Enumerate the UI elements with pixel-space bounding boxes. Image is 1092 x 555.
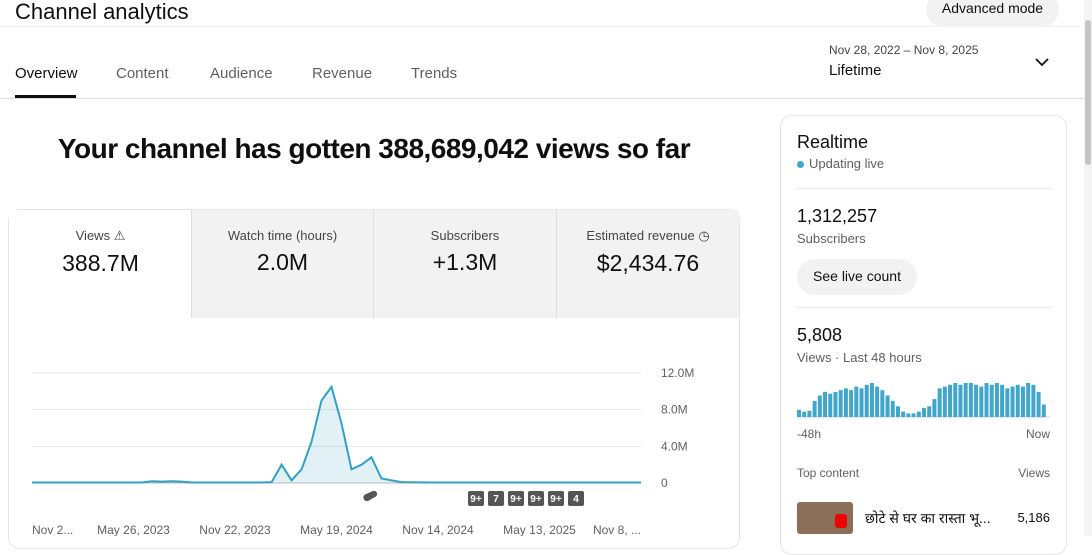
page-title: Channel analytics: [15, 0, 189, 24]
tab[interactable]: Overview: [15, 65, 78, 82]
metric-label: Views: [75, 228, 111, 243]
metric-value: +1.3M: [432, 249, 498, 275]
scrollbar: [1084, 0, 1092, 536]
metric[interactable]: Estimated revenue ◷ $2,434.76: [557, 210, 739, 318]
metric[interactable]: Views ⚠ 388.7M: [9, 210, 192, 318]
metric[interactable]: Subscribers +1.3M: [374, 210, 557, 318]
divider: [797, 188, 1051, 189]
metric-label: Estimated revenue: [586, 228, 695, 243]
divider: [0, 26, 1084, 27]
metric-value: $2,434.76: [596, 250, 700, 276]
top-content-label: Top content: [797, 466, 860, 480]
status-text: Updating live: [809, 156, 885, 171]
dropdown-icon[interactable]: [1034, 56, 1050, 68]
thumbnail[interactable]: [797, 502, 853, 534]
tab-indicator: [15, 95, 76, 98]
content-title[interactable]: छोटे से घर का रास्ता भू...: [865, 510, 991, 526]
x-tick-label: Now: [1025, 427, 1050, 441]
metric-label: Subscribers: [430, 228, 500, 243]
headline: Your channel has gotten 388,689,042 view…: [57, 133, 691, 164]
realtime-status: Updating live: [797, 156, 884, 171]
live-count-button[interactable]: See live count: [797, 259, 917, 295]
subscriber-count: 1,312,257: [797, 206, 878, 226]
views-count: 5,808: [797, 325, 843, 345]
tab[interactable]: Audience: [210, 65, 273, 82]
views-label: Views · Last 48 hours: [797, 350, 922, 365]
metric-label: Watch time (hours): [227, 228, 338, 243]
subscriber-label: Subscribers: [797, 231, 866, 246]
x-tick-label: -48h: [797, 427, 822, 441]
tab[interactable]: Revenue: [312, 65, 373, 82]
metric-value: 388.7M: [62, 250, 139, 276]
advanced-mode-button[interactable]: Advanced mode: [926, 0, 1059, 27]
content-views: 5,186: [1017, 510, 1050, 525]
metric[interactable]: Watch time (hours) 2.0M: [191, 210, 374, 318]
metric-value: 2.0M: [256, 249, 309, 275]
tab[interactable]: Trends: [411, 65, 458, 82]
top-views-label: Views: [1018, 466, 1050, 480]
realtime-title: Realtime: [797, 132, 869, 152]
date-range-label: Lifetime: [829, 62, 882, 79]
date-range: Nov 28, 2022 – Nov 8, 2025: [829, 43, 979, 57]
divider: [797, 307, 1051, 308]
divider: [0, 98, 1084, 99]
tab[interactable]: Content: [116, 65, 169, 82]
